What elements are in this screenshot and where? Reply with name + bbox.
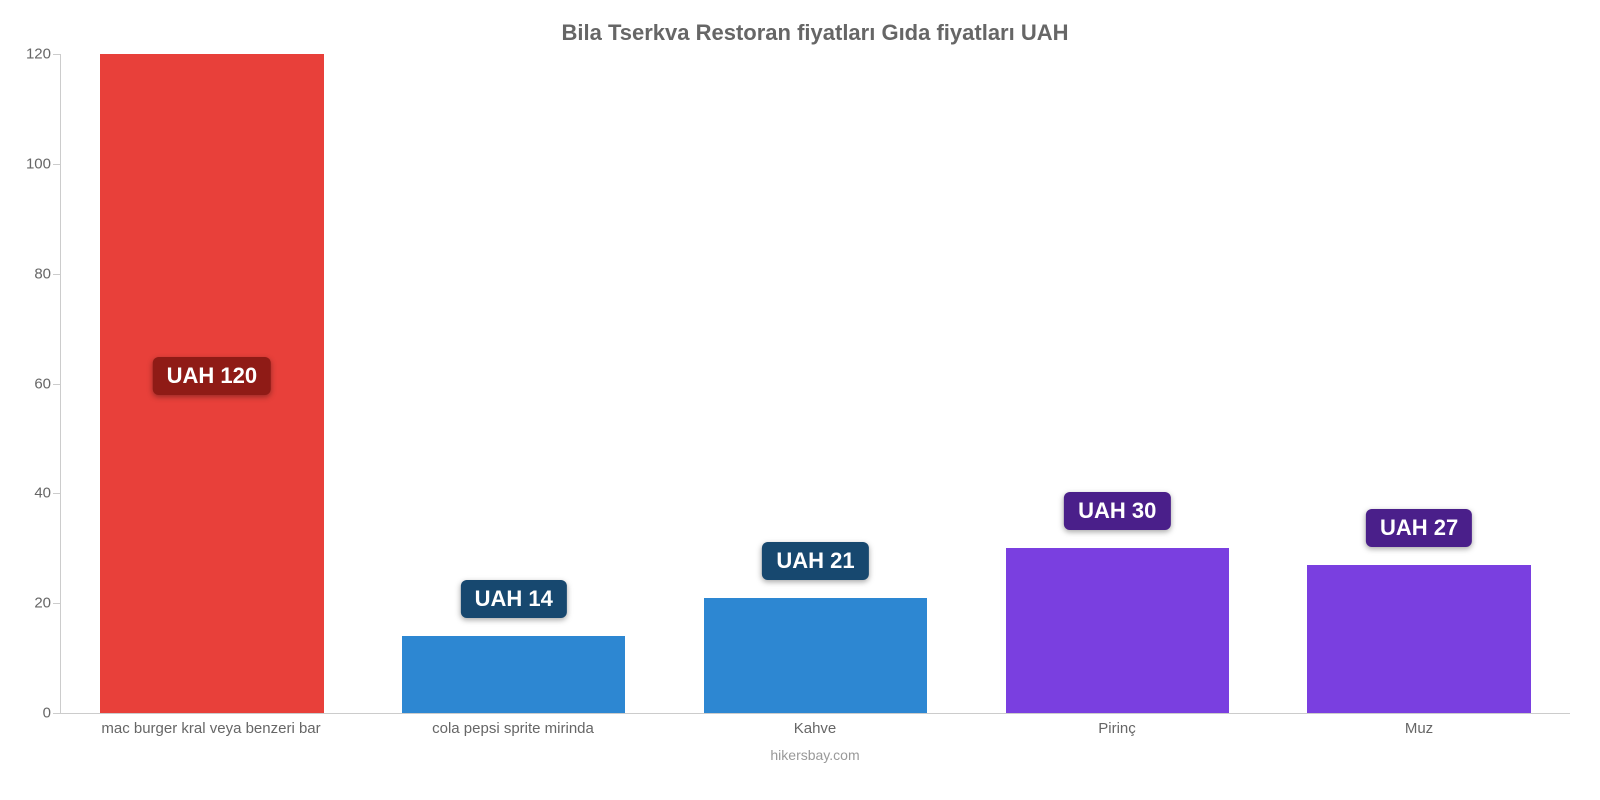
bar-slot: UAH 21: [665, 54, 967, 713]
y-axis-label: 0: [11, 705, 51, 722]
y-tick: [53, 274, 61, 275]
y-axis-label: 120: [11, 46, 51, 63]
value-badge: UAH 21: [762, 542, 868, 580]
value-badge: UAH 14: [461, 580, 567, 618]
bars-container: UAH 120 UAH 14 UAH 21 UAH 30 UAH 27: [61, 54, 1570, 713]
bar: UAH 120: [100, 54, 323, 713]
bar-slot: UAH 27: [1268, 54, 1570, 713]
y-axis-label: 100: [11, 155, 51, 172]
value-badge: UAH 30: [1064, 492, 1170, 530]
y-axis-label: 20: [11, 595, 51, 612]
y-tick: [53, 603, 61, 604]
value-badge: UAH 120: [153, 357, 271, 395]
x-axis-labels: mac burger kral veya benzeri barcola pep…: [60, 720, 1570, 737]
y-tick: [53, 54, 61, 55]
bar: UAH 21: [704, 598, 927, 713]
y-tick: [53, 713, 61, 714]
bar: UAH 30: [1006, 548, 1229, 713]
bar: UAH 27: [1307, 565, 1530, 713]
y-axis-label: 40: [11, 485, 51, 502]
x-axis-label: Kahve: [664, 720, 966, 737]
y-axis-label: 60: [11, 375, 51, 392]
y-tick: [53, 164, 61, 165]
bar-slot: UAH 14: [363, 54, 665, 713]
chart-source: hikersbay.com: [60, 747, 1570, 763]
y-tick: [53, 493, 61, 494]
bar-slot: UAH 30: [966, 54, 1268, 713]
x-axis-label: Pirinç: [966, 720, 1268, 737]
chart-title: Bila Tserkva Restoran fiyatları Gıda fiy…: [60, 20, 1570, 46]
x-axis-label: cola pepsi sprite mirinda: [362, 720, 664, 737]
value-badge: UAH 27: [1366, 509, 1472, 547]
bar: UAH 14: [402, 636, 625, 713]
bar-chart: Bila Tserkva Restoran fiyatları Gıda fiy…: [0, 0, 1600, 800]
x-axis-label: mac burger kral veya benzeri bar: [60, 720, 362, 737]
plot-area: UAH 120UAH 14UAH 21UAH 30UAH 27 02040608…: [60, 54, 1570, 714]
y-tick: [53, 384, 61, 385]
bar-slot: UAH 120: [61, 54, 363, 713]
x-axis-label: Muz: [1268, 720, 1570, 737]
y-axis-label: 80: [11, 265, 51, 282]
